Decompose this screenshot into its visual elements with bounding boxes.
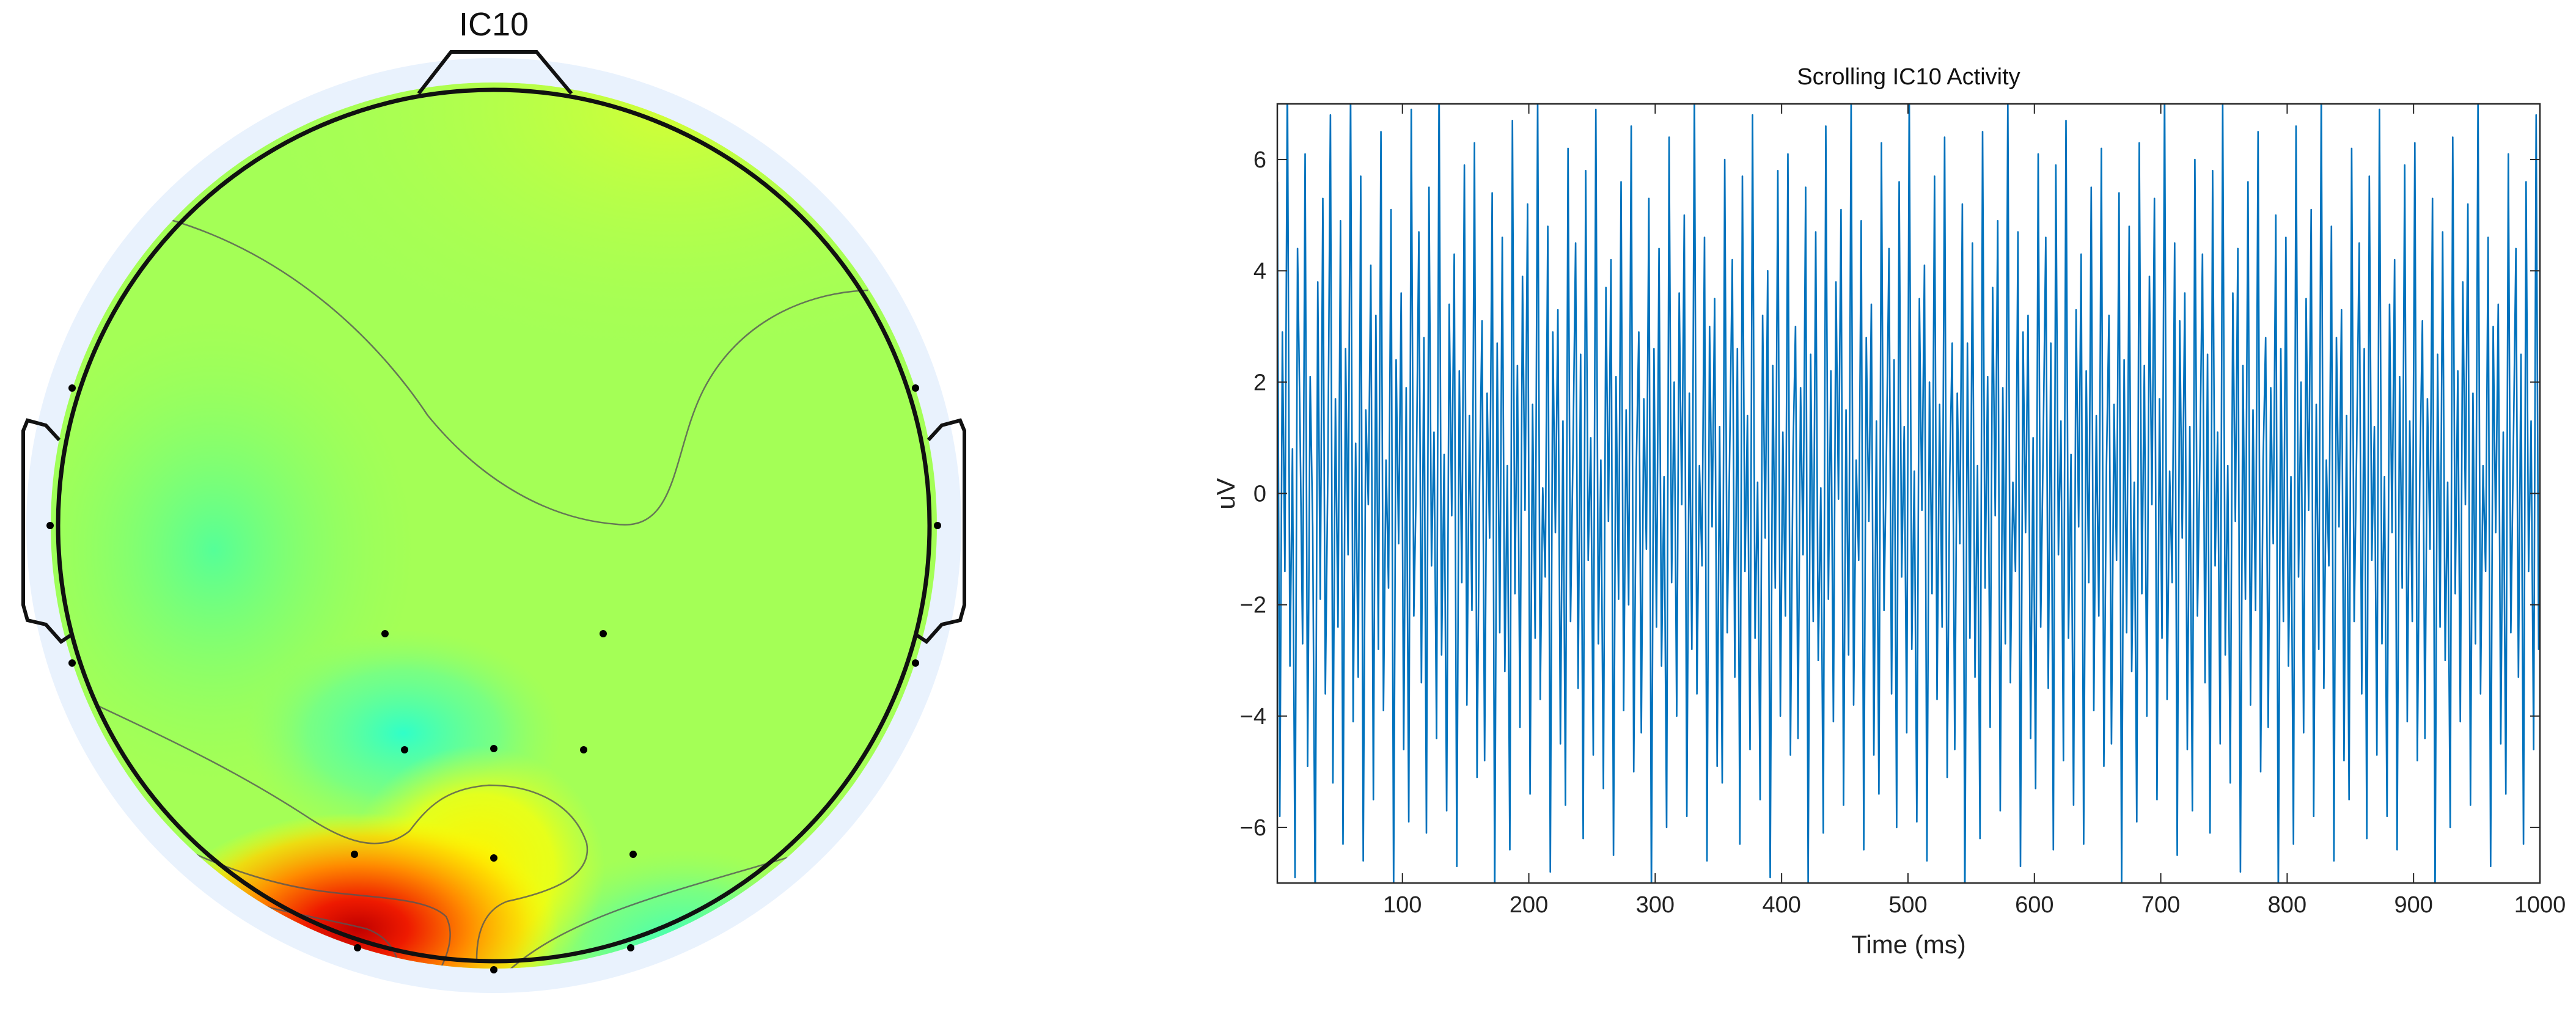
electrode-marker [580, 746, 587, 753]
contour-line [171, 219, 868, 526]
y-axis: −6 −4 −2 0 2 4 6 [1240, 147, 2540, 841]
contour-line [97, 705, 589, 960]
contour-line [158, 836, 451, 969]
x-tick-label: 1000 [2514, 892, 2566, 918]
topomap-red-hotspot [156, 813, 559, 969]
x-tick-label: 700 [2141, 892, 2180, 918]
electrode-marker [627, 944, 634, 951]
y-tick-label: −4 [1240, 704, 1266, 730]
electrode-marker [934, 522, 941, 529]
electrode-marker [401, 746, 408, 753]
y-tick-label: 0 [1253, 482, 1266, 507]
electrode-marker [629, 851, 637, 858]
contour-line [501, 854, 795, 969]
x-tick-label: 900 [2394, 892, 2432, 918]
x-tick-label: 400 [1762, 892, 1800, 918]
nose-outline [417, 50, 573, 95]
electrode-markers [46, 384, 941, 973]
electrode-marker [381, 630, 389, 637]
head-outline [56, 87, 932, 964]
y-tick-label: 6 [1253, 147, 1266, 173]
electrode-marker [600, 630, 607, 637]
electrode-marker [912, 384, 919, 392]
left-ear-outline [21, 418, 72, 644]
topoplot-title: IC10 [459, 6, 529, 43]
x-tick-label: 100 [1383, 892, 1422, 918]
y-tick-label: 2 [1253, 370, 1266, 395]
chart-title: Scrolling IC10 Activity [1797, 64, 2020, 90]
activity-chart: Scrolling IC10 Activity 100 200 300 400 500 6… [1211, 64, 2566, 959]
x-tick-label: 300 [1636, 892, 1675, 918]
series-line [1277, 104, 2540, 883]
electrode-marker [46, 522, 54, 529]
electrode-marker [912, 659, 919, 667]
electrode-marker [68, 384, 76, 392]
x-axis: 100 200 300 400 500 600 700 800 900 1000 [1383, 104, 2566, 918]
electrode-marker [351, 851, 358, 858]
y-tick-label: −2 [1240, 593, 1266, 618]
electrode-marker [354, 944, 361, 951]
x-tick-label: 800 [2268, 892, 2306, 918]
y-tick-label: 4 [1253, 258, 1266, 284]
x-axis-label: Time (ms) [1851, 930, 1965, 959]
electrode-marker [490, 854, 497, 862]
electrode-marker [490, 966, 497, 973]
x-tick-label: 200 [1510, 892, 1548, 918]
y-axis-label: uV [1211, 478, 1240, 509]
x-tick-label: 500 [1888, 892, 1927, 918]
electrode-marker [490, 745, 497, 752]
x-tick-label: 600 [2015, 892, 2053, 918]
electrode-marker [68, 659, 76, 667]
y-tick-label: −6 [1240, 815, 1266, 841]
scalp-topography: IC10 [21, 6, 966, 993]
right-ear-outline [916, 418, 966, 644]
